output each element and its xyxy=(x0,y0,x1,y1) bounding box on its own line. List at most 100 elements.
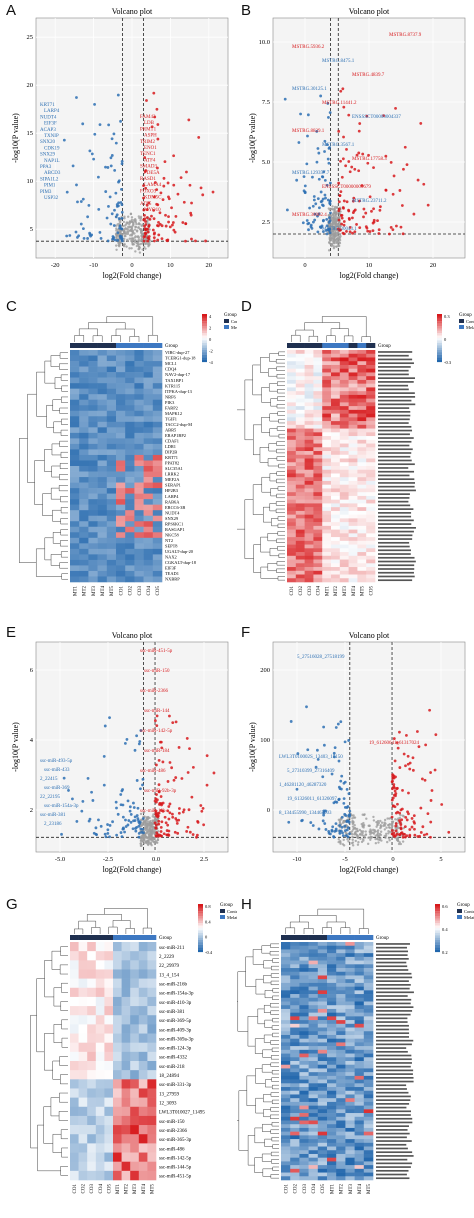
row-label xyxy=(378,410,411,413)
heatmap-cell xyxy=(143,438,154,445)
point-down xyxy=(322,218,325,222)
point-up xyxy=(155,793,158,796)
row-label xyxy=(376,1136,407,1139)
heatmap-cell xyxy=(331,409,341,414)
heatmap-cell xyxy=(308,971,319,976)
heatmap-cell xyxy=(322,469,332,474)
gene-label: PRMT1 xyxy=(140,127,157,132)
heatmap-cell xyxy=(299,982,309,987)
point-up xyxy=(171,812,174,816)
gene-label: ATF5 xyxy=(140,202,152,207)
point-ns xyxy=(362,823,366,827)
point-up xyxy=(162,176,166,180)
heatmap-cell xyxy=(304,510,314,515)
heatmap-cell xyxy=(363,1072,374,1077)
heatmap-cell xyxy=(116,554,126,561)
point-ns xyxy=(386,817,389,820)
heatmap-cell xyxy=(304,353,314,358)
column-label: MT5 xyxy=(150,1184,155,1195)
heatmap-cell xyxy=(366,559,376,564)
heatmap-cell xyxy=(281,994,291,999)
heatmap-cell xyxy=(339,436,349,441)
heatmap-cell xyxy=(348,540,358,545)
heatmap-cell xyxy=(308,1109,319,1114)
point-down xyxy=(323,822,327,825)
heatmap-cell xyxy=(78,1143,88,1153)
dendrogram-branch xyxy=(252,364,262,396)
point-up xyxy=(398,766,402,769)
heatmap-cell xyxy=(121,1143,131,1153)
heatmap-cell xyxy=(366,447,376,452)
heatmap-cell xyxy=(308,1083,319,1088)
heatmap-cell xyxy=(331,361,341,366)
heatmap-cell xyxy=(366,350,376,355)
heatmap-cell xyxy=(287,544,297,549)
heatmap-cell xyxy=(317,971,328,976)
heatmap-cell xyxy=(331,570,341,575)
heatmap-cell xyxy=(366,518,376,523)
heatmap-cell xyxy=(125,361,135,367)
heatmap-cell xyxy=(113,996,122,1007)
heatmap-cell xyxy=(304,417,314,422)
heatmap-cell xyxy=(295,518,305,523)
heatmap-cell xyxy=(348,376,358,381)
heatmap-cell xyxy=(336,1124,346,1129)
row-label xyxy=(376,980,409,982)
heatmap-cell xyxy=(95,969,105,979)
heatmap-cell xyxy=(295,364,305,370)
heatmap-cell xyxy=(134,372,144,378)
point-up xyxy=(159,825,163,829)
dendrogram-branch xyxy=(51,950,61,970)
point-ns xyxy=(152,836,156,840)
heatmap-cell xyxy=(88,383,98,389)
heatmap-cell xyxy=(313,439,323,444)
point-up xyxy=(182,808,186,812)
heatmap-cell xyxy=(345,1087,355,1092)
point-down xyxy=(348,809,352,813)
point-up xyxy=(142,184,145,188)
heatmap-cell xyxy=(106,388,117,395)
row-label xyxy=(376,961,407,964)
point-down xyxy=(315,160,319,164)
heatmap-cell xyxy=(304,499,314,504)
point-down xyxy=(121,815,125,819)
heatmap-cell xyxy=(308,1005,319,1010)
point-down xyxy=(328,146,332,149)
point-ns xyxy=(369,831,373,834)
x-tick-label: 0 xyxy=(130,262,133,269)
heatmap-cell xyxy=(336,1127,346,1132)
heatmap-cell xyxy=(281,1087,291,1092)
heatmap-cell xyxy=(322,394,332,399)
heatmap-cell xyxy=(287,350,297,355)
heatmap-cell xyxy=(339,372,349,377)
heatmap-cell xyxy=(79,493,89,500)
point-down xyxy=(128,805,132,809)
heatmap-cell xyxy=(125,537,135,544)
point-up xyxy=(155,834,158,838)
heatmap-cell xyxy=(322,507,332,512)
heatmap-cell xyxy=(290,1046,300,1051)
heatmap-cell xyxy=(281,1120,291,1125)
heatmap-cell xyxy=(331,555,341,560)
point-ns xyxy=(387,823,391,827)
heatmap-cell xyxy=(327,1116,337,1121)
panel-label: G xyxy=(6,896,18,913)
heatmap-cell xyxy=(97,526,108,533)
heatmap-cell xyxy=(299,1012,309,1017)
heatmap-cell xyxy=(366,563,376,568)
heatmap-cell xyxy=(147,1161,157,1172)
heatmap-cell xyxy=(121,1106,131,1117)
point-ns xyxy=(360,833,364,837)
point-up xyxy=(167,805,171,808)
heatmap-cell xyxy=(116,559,126,566)
heatmap-cell xyxy=(70,355,80,362)
heatmap-cell xyxy=(327,1176,337,1181)
heatmap-cell xyxy=(287,525,297,530)
heatmap-cell xyxy=(143,471,154,478)
point-ns xyxy=(338,224,342,228)
gene-label: SNX29 xyxy=(40,153,56,158)
dendrogram-branch xyxy=(259,447,269,463)
heatmap-cell xyxy=(339,361,349,366)
legend-swatch-melatonin xyxy=(224,325,229,329)
point-up xyxy=(360,184,364,187)
